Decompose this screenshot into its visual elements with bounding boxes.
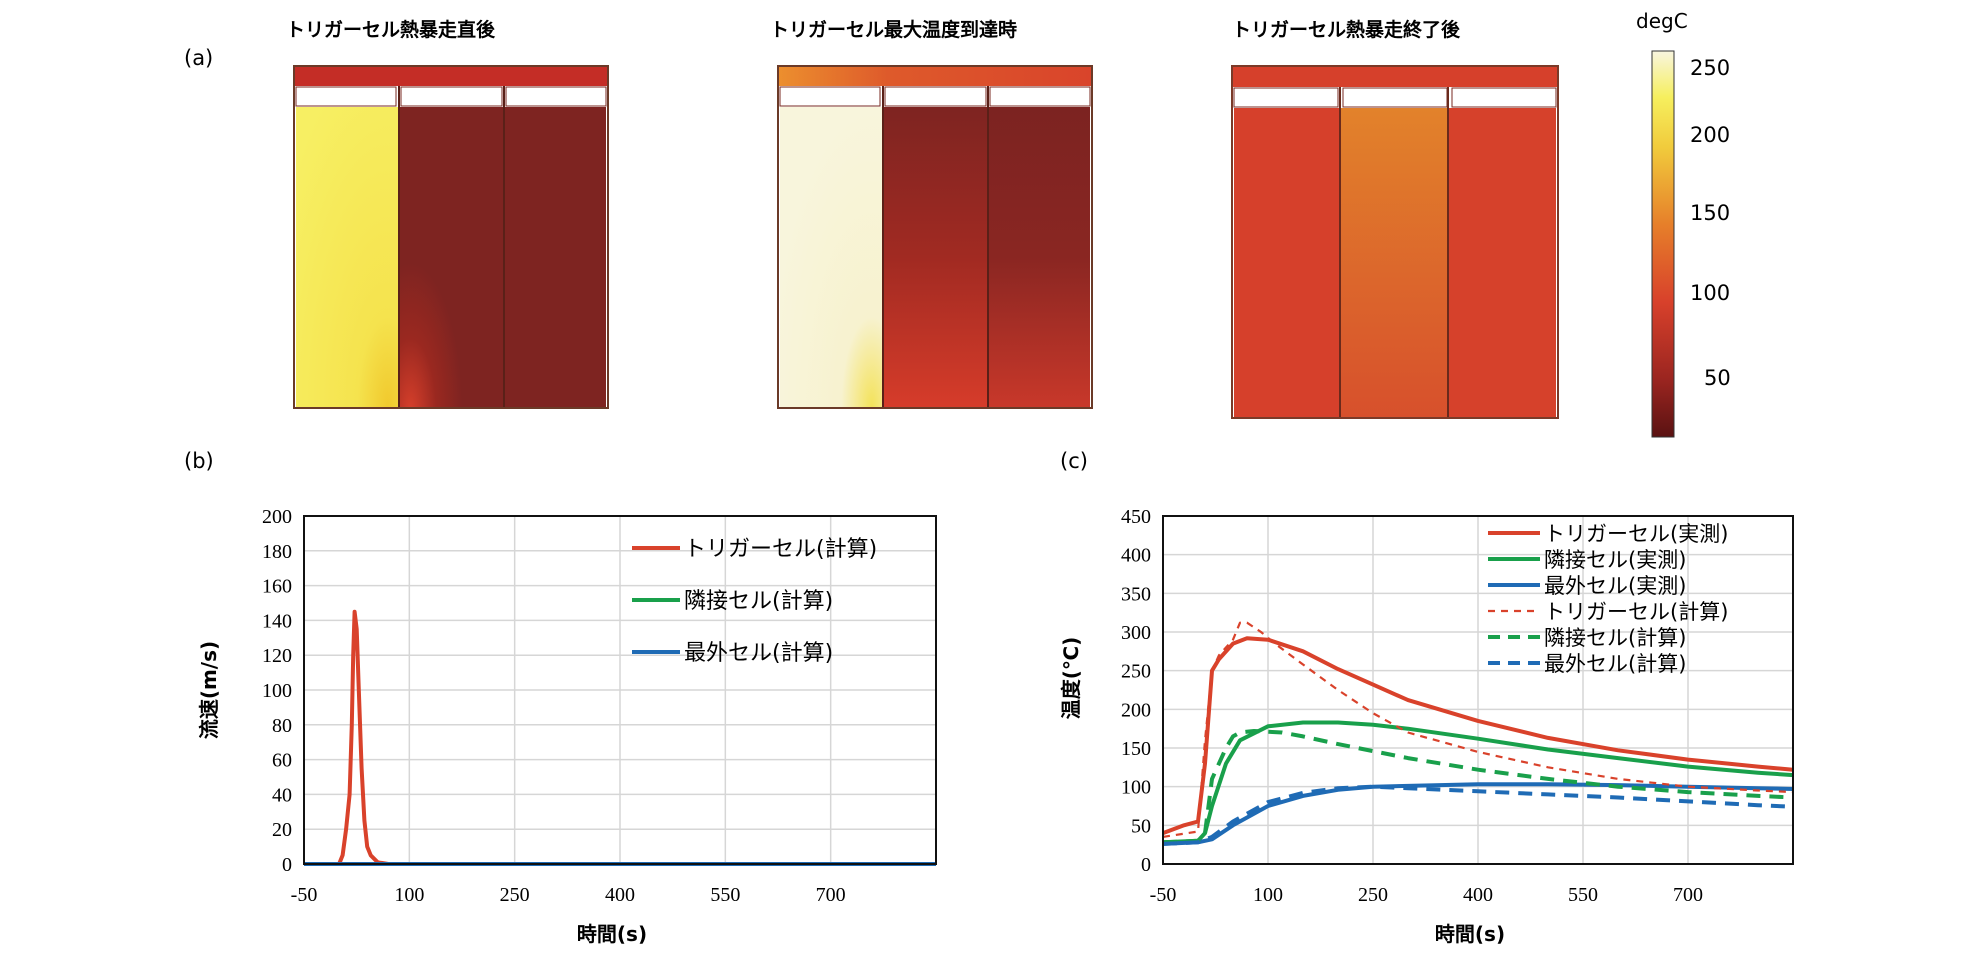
legend-label: 最外セル(計算): [1544, 652, 1686, 676]
series-line: [1162, 782, 1794, 846]
chart-c-grid: [1163, 516, 1793, 864]
x-tick-label: 550: [1568, 884, 1598, 906]
heatmap-title-3: トリガーセル熱暴走終了後: [1232, 18, 1461, 41]
colorbar-ticks: 250 200 150 100 50: [1690, 56, 1731, 390]
legend-label: 隣接セル(計算): [684, 589, 833, 614]
series-line: [1162, 636, 1794, 835]
series-line: [1162, 729, 1794, 845]
colorbar-tick: 150: [1690, 201, 1730, 225]
chart-c-yticks: 450 400 350 300 250 200 150 100 50 0: [1121, 506, 1151, 876]
series-line: [1162, 621, 1794, 838]
y-tick-label: 350: [1121, 583, 1151, 605]
chart-b-xticks: -50 100 250 400 550 700: [291, 884, 846, 906]
chart-c: 450 400 350 300 250 200 150 100 50 0 -50 100 250 400…: [1059, 506, 1794, 946]
x-tick-label: 400: [1463, 884, 1493, 906]
heatmap-3: [1231, 65, 1559, 419]
colorbar: [1651, 50, 1675, 438]
y-tick-label: 60: [272, 750, 292, 772]
colorbar-tick: 200: [1690, 123, 1730, 147]
legend-label: トリガーセル(計算): [684, 537, 877, 562]
colorbar-title: degC: [1636, 9, 1688, 33]
panel-label-b: (b): [184, 449, 214, 473]
x-tick-label: 250: [1358, 884, 1388, 906]
heatmap-1: [293, 65, 609, 409]
x-tick-label: 700: [816, 884, 846, 906]
y-tick-label: 80: [272, 715, 292, 737]
chart-c-legend: トリガーセル(実測)隣接セル(実測)最外セル(実測)トリガーセル(計算)隣接セル…: [1488, 522, 1728, 676]
y-tick-label: 20: [272, 819, 292, 841]
y-tick-label: 150: [1121, 738, 1151, 760]
x-tick-label: 400: [605, 884, 635, 906]
x-tick-label: 100: [394, 884, 424, 906]
chart-c-plot-frame: [1162, 515, 1794, 865]
chart-b-legend: トリガーセル(計算) 隣接セル(計算) 最外セル(計算): [632, 537, 877, 666]
x-tick-label: 550: [710, 884, 740, 906]
colorbar-tick: 50: [1704, 366, 1731, 390]
y-tick-label: 250: [1121, 661, 1151, 683]
heatmap-title-2: トリガーセル最大温度到達時: [770, 18, 1017, 41]
x-tick-label: -50: [291, 884, 318, 906]
y-tick-label: 200: [1121, 699, 1151, 721]
x-tick-label: 250: [500, 884, 530, 906]
legend-label: 隣接セル(計算): [1544, 626, 1686, 650]
panel-label-c: (c): [1060, 449, 1088, 473]
y-tick-label: 50: [1131, 815, 1151, 837]
x-tick-label: -50: [1150, 884, 1177, 906]
series-line: [1162, 784, 1794, 846]
chart-c-series: [1162, 621, 1794, 846]
y-tick-label: 200: [262, 506, 292, 528]
chart-b-ylabel: 流速(m/s): [197, 641, 221, 739]
chart-b-grid: [304, 516, 936, 864]
colorbar-tick: 100: [1690, 281, 1730, 305]
y-tick-label: 140: [262, 610, 292, 632]
heatmap-title-1: トリガーセル熱暴走直後: [286, 18, 496, 41]
series-line: [1162, 720, 1794, 845]
heatmap-2: [777, 65, 1093, 409]
x-tick-label: 100: [1253, 884, 1283, 906]
chart-b-plot-frame: [303, 515, 937, 865]
y-tick-label: 120: [262, 645, 292, 667]
chart-c-ylabel: 温度(℃): [1059, 637, 1083, 720]
legend-label: トリガーセル(実測): [1544, 522, 1728, 546]
chart-c-xlabel: 時間(s): [1435, 922, 1505, 946]
y-tick-label: 300: [1121, 622, 1151, 644]
x-tick-label: 700: [1673, 884, 1703, 906]
legend-label: 最外セル(実測): [1544, 574, 1686, 598]
legend-label: トリガーセル(計算): [1544, 600, 1728, 624]
y-tick-label: 0: [1141, 854, 1151, 876]
y-tick-label: 450: [1121, 506, 1151, 528]
y-tick-label: 100: [262, 680, 292, 702]
chart-b-xlabel: 時間(s): [577, 922, 647, 946]
y-tick-label: 160: [262, 576, 292, 598]
y-tick-label: 0: [282, 854, 292, 876]
panel-label-a: (a): [184, 46, 213, 70]
y-tick-label: 100: [1121, 777, 1151, 799]
colorbar-tick: 250: [1690, 56, 1730, 80]
chart-c-xticks: -50 100 250 400 550 700: [1150, 884, 1703, 906]
legend-label: 最外セル(計算): [684, 641, 833, 666]
y-tick-label: 400: [1121, 545, 1151, 567]
y-tick-label: 180: [262, 541, 292, 563]
legend-label: 隣接セル(実測): [1544, 548, 1686, 572]
y-tick-label: 40: [272, 784, 292, 806]
